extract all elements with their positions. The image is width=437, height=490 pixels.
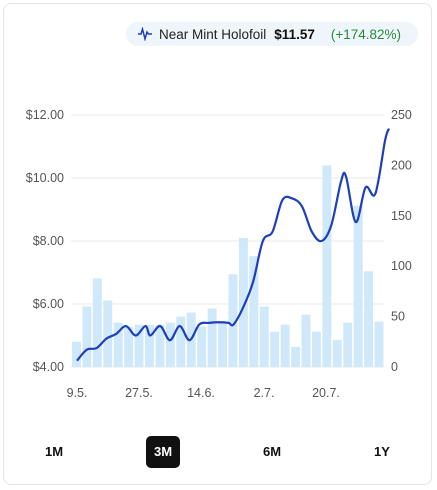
volume-bar bbox=[113, 322, 123, 367]
y-left-tick-label: $12.00 bbox=[26, 108, 64, 122]
volume-bar bbox=[134, 324, 144, 367]
price-legend: Near Mint Holofoil $11.57 (+174.82%) bbox=[126, 22, 418, 46]
legend-change: (+174.82%) bbox=[330, 26, 402, 42]
volume-bar bbox=[72, 341, 81, 367]
volume-bar bbox=[332, 339, 342, 367]
volume-bar bbox=[228, 274, 238, 367]
volume-bar bbox=[364, 271, 374, 367]
volume-bar bbox=[176, 316, 186, 367]
volume-bar bbox=[197, 326, 207, 367]
volume-bar bbox=[103, 300, 113, 367]
price-chart: $4.00 $6.00 $8.00 $10.00 $12.00 0 50 100 150 200 2… bbox=[26, 108, 412, 400]
x-tick-label: 9.5. bbox=[67, 386, 88, 400]
volume-bar bbox=[343, 322, 353, 367]
volume-bar bbox=[311, 331, 321, 367]
legend-label: Near Mint Holofoil bbox=[159, 26, 267, 42]
volume-bar bbox=[270, 331, 280, 367]
x-tick-label: 14.6. bbox=[187, 386, 215, 400]
volume-bar bbox=[207, 308, 217, 367]
volume-bar bbox=[145, 324, 154, 367]
volume-bar bbox=[322, 165, 332, 367]
volume-bar bbox=[82, 306, 92, 367]
range-selector: 1M 3M 6M 1Y bbox=[0, 436, 437, 468]
y-right-tick-label: 50 bbox=[391, 310, 405, 324]
price-line bbox=[76, 128, 391, 362]
volume-bar bbox=[301, 314, 311, 367]
volume-bar bbox=[238, 237, 248, 367]
volume-bar bbox=[259, 306, 269, 367]
y-left-tick-label: $10.00 bbox=[26, 171, 64, 185]
range-button-1y[interactable]: 1Y bbox=[374, 444, 390, 459]
y-right-tick-label: 150 bbox=[391, 209, 412, 223]
y-left-tick-label: $6.00 bbox=[33, 297, 64, 311]
volume-bar bbox=[249, 256, 259, 367]
volume-bar bbox=[374, 321, 384, 367]
volume-bar bbox=[291, 346, 301, 367]
x-tick-label: 2.7. bbox=[254, 386, 275, 400]
volume-bar bbox=[92, 278, 102, 367]
y-right-tick-label: 0 bbox=[391, 360, 398, 374]
y-right-tick-label: 250 bbox=[391, 108, 412, 122]
volume-bar bbox=[218, 321, 227, 367]
range-button-1m[interactable]: 1M bbox=[44, 444, 64, 459]
line-chart-icon bbox=[137, 26, 153, 42]
volume-bar bbox=[353, 205, 363, 367]
volume-bar bbox=[280, 324, 290, 367]
volume-bar bbox=[165, 322, 175, 367]
x-tick-label: 27.5. bbox=[125, 386, 153, 400]
range-button-3m[interactable]: 3M bbox=[146, 436, 180, 468]
y-left-tick-label: $4.00 bbox=[33, 360, 64, 374]
volume-bar bbox=[124, 326, 134, 367]
y-right-tick-label: 100 bbox=[391, 259, 412, 273]
legend-price: $11.57 bbox=[274, 26, 315, 42]
y-right-tick-label: 200 bbox=[391, 158, 412, 172]
range-button-6m[interactable]: 6M bbox=[262, 444, 282, 459]
y-left-tick-label: $8.00 bbox=[33, 234, 64, 248]
x-tick-label: 20.7. bbox=[312, 386, 340, 400]
volume-bar bbox=[155, 324, 165, 367]
